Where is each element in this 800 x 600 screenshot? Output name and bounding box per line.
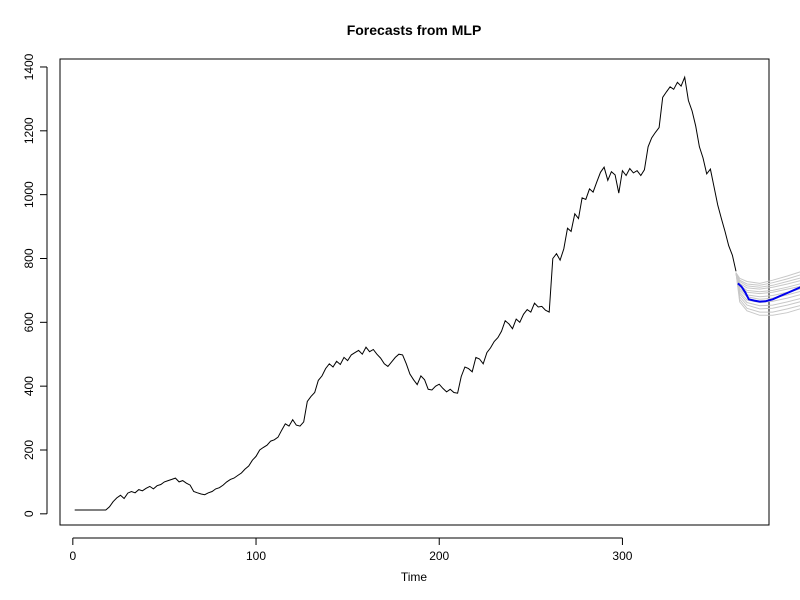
y-tick-label: 1200	[22, 117, 36, 144]
actual-series-line	[74, 75, 737, 511]
ensemble-forecast-lines	[735, 271, 800, 316]
actual-series-group	[74, 75, 737, 511]
mean-forecast-line	[737, 282, 800, 303]
chart-title: Forecasts from MLP	[347, 22, 482, 38]
x-axis-label: Time	[401, 570, 428, 584]
y-axis: 0 200 400 600 800 1000 1200 1400	[22, 53, 48, 517]
x-tick-label: 200	[429, 549, 449, 563]
y-tick-label: 600	[22, 312, 36, 332]
x-tick-label: 100	[246, 549, 266, 563]
x-tick-label: 300	[612, 549, 632, 563]
x-tick-label: 0	[69, 549, 76, 563]
plot-frame	[59, 58, 770, 526]
y-tick-label: 1000	[22, 181, 36, 208]
x-axis: 0 100 200 300	[69, 537, 633, 563]
y-tick-label: 800	[22, 248, 36, 268]
y-tick-label: 0	[22, 510, 36, 517]
y-tick-label: 200	[22, 440, 36, 460]
y-tick-label: 400	[22, 376, 36, 396]
mean-forecast-group	[737, 282, 800, 303]
y-tick-label: 1400	[22, 53, 36, 80]
